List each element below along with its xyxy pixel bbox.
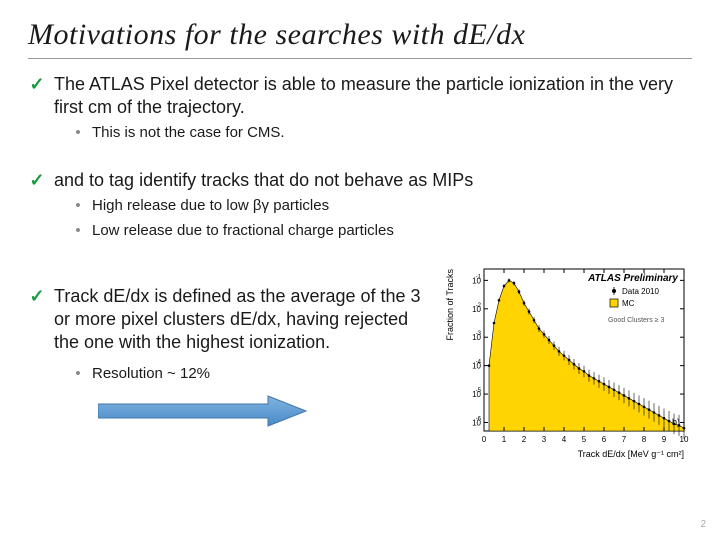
svg-text:Track dE/dx [MeV g⁻¹ cm²]: Track dE/dx [MeV g⁻¹ cm²] — [578, 449, 684, 459]
content-row: ✓ Track dE/dx is defined as the average … — [28, 261, 692, 466]
content-left: ✓ Track dE/dx is defined as the average … — [28, 261, 432, 433]
svg-text:Good Clusters ≥ 3: Good Clusters ≥ 3 — [608, 317, 664, 324]
svg-text:Data 2010: Data 2010 — [622, 287, 659, 296]
svg-text:Fraction of Tracks: Fraction of Tracks — [445, 268, 455, 340]
bullet-dot-icon: • — [72, 196, 84, 216]
chart-container: 10-610-510-410-310-210-1012345678910Trac… — [442, 261, 692, 466]
svg-text:3: 3 — [542, 435, 547, 444]
bullet-sub-item: • Resolution ~ 12% — [72, 364, 432, 384]
bullet-sub-item: • Low release due to fractional charge p… — [72, 221, 692, 241]
bullet-list: ✓ The ATLAS Pixel detector is able to me… — [28, 73, 692, 241]
svg-text:-5: -5 — [476, 388, 482, 394]
bullet-text: and to tag identify tracks that do not b… — [54, 169, 473, 192]
svg-text:4: 4 — [562, 435, 567, 444]
arrow-icon — [98, 394, 432, 433]
svg-text:-1: -1 — [476, 274, 482, 280]
svg-text:-4: -4 — [476, 359, 482, 365]
bullet-item: ✓ The ATLAS Pixel detector is able to me… — [28, 73, 692, 119]
svg-text:10: 10 — [680, 435, 689, 444]
bullet-sub-text: Low release due to fractional charge par… — [92, 221, 394, 241]
svg-text:-3: -3 — [476, 331, 482, 337]
check-icon: ✓ — [28, 73, 46, 119]
check-icon: ✓ — [28, 169, 46, 192]
bullet-dot-icon: • — [72, 221, 84, 241]
svg-text:5: 5 — [582, 435, 587, 444]
slide-title: Motivations for the searches with dE/dx — [28, 18, 692, 52]
bullet-sub-text: This is not the case for CMS. — [92, 123, 285, 143]
svg-text:2: 2 — [522, 435, 527, 444]
bullet-text: Track dE/dx is defined as the average of… — [54, 285, 432, 354]
bullet-text: The ATLAS Pixel detector is able to meas… — [54, 73, 692, 119]
bullet-sub-item: • This is not the case for CMS. — [72, 123, 692, 143]
bullet-dot-icon: • — [72, 364, 84, 384]
svg-text:8: 8 — [642, 435, 647, 444]
bullet-sub-item: • High release due to low βγ particles — [72, 196, 692, 216]
bullet-sub-text: High release due to low βγ particles — [92, 196, 329, 216]
svg-text:MC: MC — [622, 299, 635, 308]
svg-text:1: 1 — [502, 435, 507, 444]
svg-text:7: 7 — [622, 435, 627, 444]
bullet-item: ✓ and to tag identify tracks that do not… — [28, 169, 692, 192]
slide: Motivations for the searches with dE/dx … — [0, 0, 720, 540]
check-icon: ✓ — [28, 285, 46, 354]
svg-text:ATLAS Preliminary: ATLAS Preliminary — [587, 273, 678, 284]
svg-text:-2: -2 — [476, 303, 482, 309]
dedx-chart: 10-610-510-410-310-210-1012345678910Trac… — [442, 261, 692, 461]
bullet-sub-text: Resolution ~ 12% — [92, 364, 210, 384]
bullet-item: ✓ Track dE/dx is defined as the average … — [28, 285, 432, 354]
page-number: 2 — [700, 519, 706, 530]
svg-text:-6: -6 — [476, 416, 482, 422]
svg-text:b): b) — [672, 417, 680, 427]
svg-text:9: 9 — [662, 435, 667, 444]
divider — [28, 58, 692, 59]
svg-text:6: 6 — [602, 435, 607, 444]
bullet-dot-icon: • — [72, 123, 84, 143]
svg-text:0: 0 — [482, 435, 487, 444]
